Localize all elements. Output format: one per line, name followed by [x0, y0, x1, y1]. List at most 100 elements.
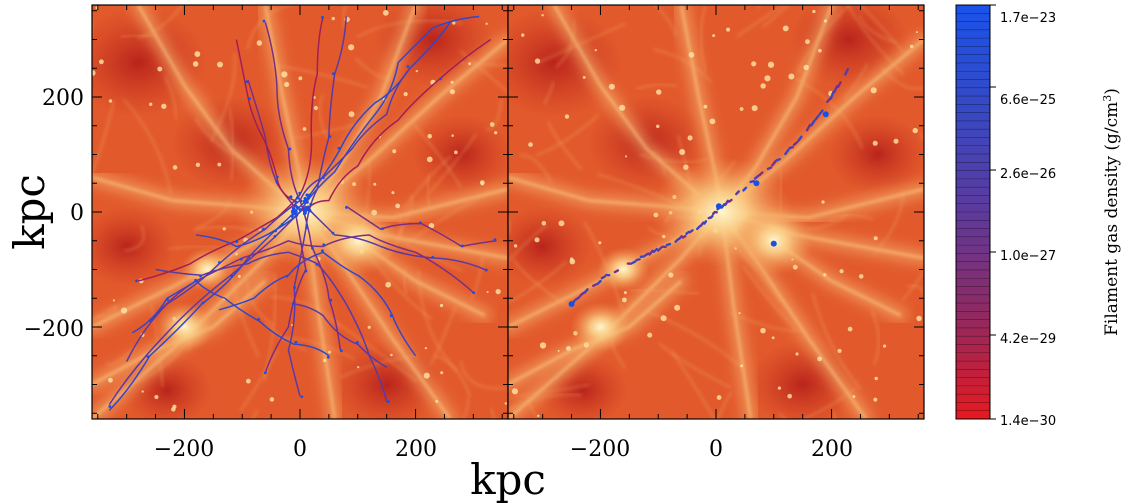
core-point — [308, 209, 312, 213]
halo-knot — [821, 200, 825, 204]
core-point — [306, 205, 310, 209]
halo-knot — [98, 59, 104, 65]
core-point — [305, 193, 309, 197]
halo-knot — [858, 274, 864, 279]
halo-knot — [468, 62, 472, 66]
filament-strand — [196, 198, 232, 229]
trajectory-dense-point — [472, 291, 476, 295]
trajectory-dense-point — [300, 395, 304, 399]
x-axis-title: kpc — [470, 455, 546, 503]
colorbar-title-end: ) — [1102, 88, 1122, 95]
halo-knot — [313, 105, 319, 111]
core-point — [303, 196, 307, 201]
halo-knot — [120, 307, 128, 314]
filament-strand — [527, 397, 539, 419]
spine-segment — [749, 179, 755, 184]
filament-strand — [92, 100, 115, 176]
spine-segment — [775, 157, 781, 162]
halo-knot — [534, 58, 541, 64]
trajectory-line — [195, 15, 480, 248]
halo-knot — [440, 371, 444, 375]
outer-halo — [154, 302, 215, 352]
left-panel — [91, 4, 509, 420]
x-tick-label-right-200: 200 — [811, 437, 853, 462]
spine-segment — [833, 85, 839, 94]
spine-segment — [665, 242, 672, 247]
trajectory-line — [294, 303, 388, 368]
trajectory-dense-point — [298, 191, 302, 195]
trajectory-dense-point — [262, 227, 265, 231]
halo-knot — [709, 118, 716, 125]
colorbar-label-2: 2.6e−26 — [1000, 167, 1056, 182]
filament-strand — [485, 99, 503, 131]
spine-segment — [644, 252, 650, 257]
trajectory-line — [149, 234, 474, 322]
secondary-halo — [317, 205, 398, 276]
halo-knot — [485, 22, 488, 25]
filament-strand — [239, 349, 279, 412]
halo-knot — [149, 102, 153, 106]
spine-segment — [613, 269, 620, 274]
filament-strand — [508, 224, 548, 263]
spine-segment — [720, 203, 726, 209]
filament-strand — [796, 78, 863, 149]
core-point — [291, 206, 295, 211]
spine-segment — [703, 220, 708, 225]
trajectory-dense-point — [245, 80, 249, 84]
colorbar-gradient — [956, 5, 990, 419]
halo-knot — [870, 87, 877, 94]
trajectory-dense-point — [311, 246, 314, 250]
halo-knot — [594, 48, 597, 52]
halo-knot — [893, 138, 899, 144]
core-point — [302, 212, 307, 216]
colorbar-title-main: Filament gas density (g/cm — [1102, 102, 1122, 336]
x-tick-label-left-0: 0 — [293, 437, 307, 462]
halo-knot — [534, 237, 540, 243]
halo-knot — [328, 350, 332, 354]
spine-segment — [583, 288, 589, 294]
filament-strand — [150, 304, 164, 387]
halo-knot — [511, 388, 519, 395]
spine-segment — [674, 238, 680, 243]
filament-strand — [543, 81, 555, 105]
spine-segment — [696, 225, 701, 231]
spine-segment — [681, 235, 687, 239]
filament-strand — [647, 310, 746, 371]
filament-strand — [653, 48, 712, 83]
halo-knot — [916, 315, 922, 322]
halo-knot — [298, 76, 303, 81]
halo-knot — [357, 365, 360, 369]
trajectory-line — [247, 79, 307, 374]
core-point — [295, 196, 300, 200]
trajectory-dense-point — [218, 261, 221, 264]
filament-strand — [859, 5, 906, 54]
halo-knot — [528, 142, 533, 147]
filament-strand — [459, 49, 508, 94]
y-tick-label-neg200: −200 — [24, 317, 84, 342]
halo-knot — [192, 61, 199, 67]
trajectory-dense-point — [439, 77, 442, 81]
trajectory-dense-point — [199, 274, 202, 278]
halo-knot — [222, 227, 226, 231]
filament-strand — [490, 408, 496, 419]
halo-knot — [235, 252, 238, 256]
halo-knot — [284, 81, 290, 88]
filament-strand — [96, 305, 118, 318]
trajectory-dense-point — [331, 231, 335, 235]
x-tick-label-left-neg200: −200 — [154, 437, 214, 462]
halo-knot — [269, 397, 275, 402]
filament-strand — [426, 173, 431, 210]
halo-knot — [566, 345, 571, 351]
halo-knot — [656, 89, 662, 95]
spine-segment — [574, 296, 581, 301]
halo-knot — [452, 21, 456, 25]
filament-strand — [342, 5, 348, 28]
spine-segment — [844, 67, 850, 76]
trajectory-dense-point — [328, 135, 332, 138]
left-gas-trajectories — [108, 15, 497, 411]
halo-knot — [837, 348, 842, 353]
halo-knot — [839, 269, 844, 274]
spine-segment — [596, 279, 602, 286]
colorbar-ticks — [990, 4, 996, 420]
filament-strand — [279, 337, 356, 361]
